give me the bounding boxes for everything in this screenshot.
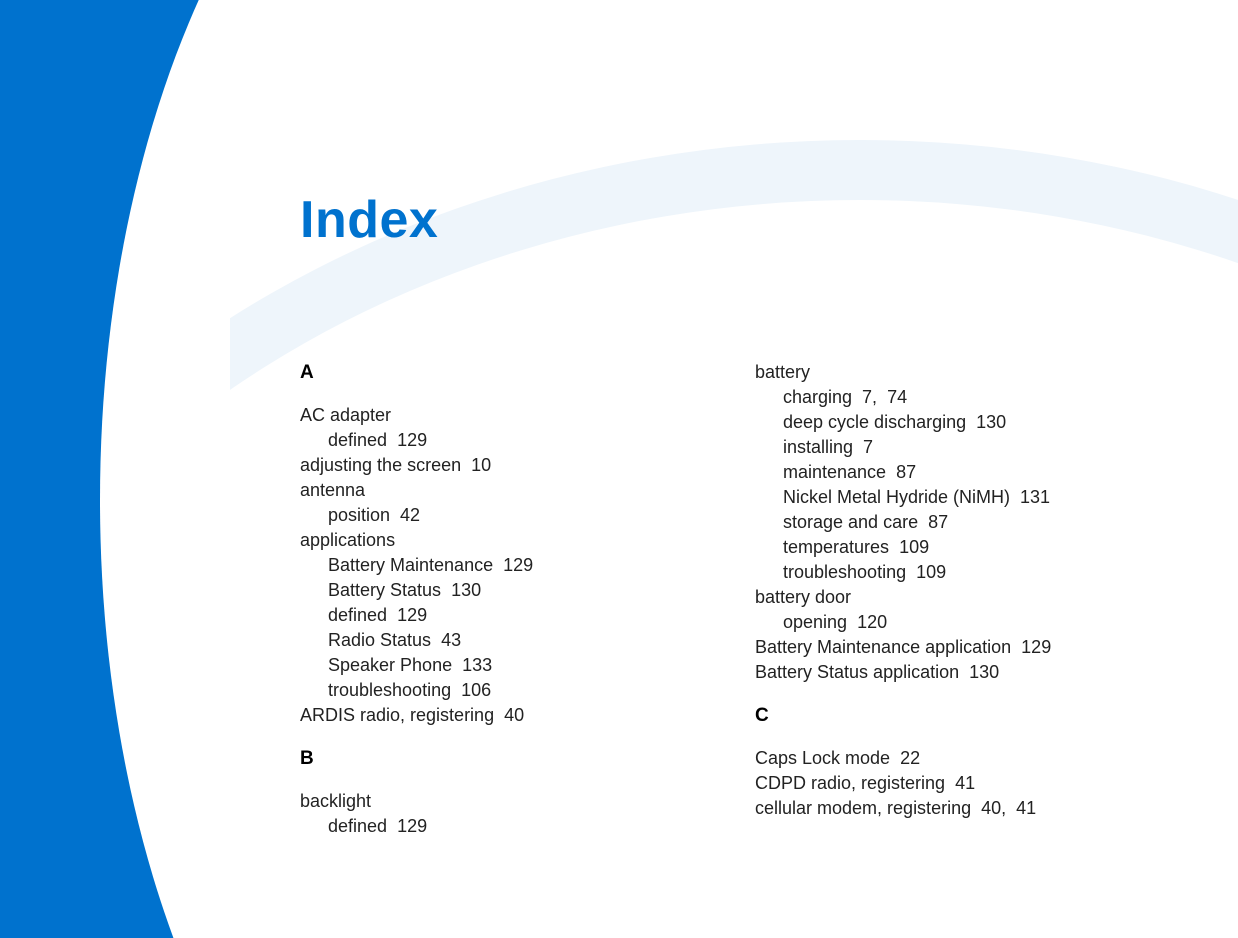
- index-subentry: installing 7: [755, 435, 1150, 460]
- blue-band-curve: [100, 0, 230, 938]
- index-column-right: batterycharging 7, 74deep cycle discharg…: [755, 360, 1150, 839]
- entry-pages: 131: [1010, 487, 1050, 507]
- entry-label: AC adapter: [300, 405, 391, 425]
- index-subentry: opening 120: [755, 610, 1150, 635]
- index-entry: adjusting the screen 10: [300, 453, 695, 478]
- index-subentry: position 42: [300, 503, 695, 528]
- entry-label: applications: [300, 530, 395, 550]
- entry-pages: 7, 74: [852, 387, 907, 407]
- entry-pages: 40, 41: [971, 798, 1036, 818]
- index-entry: applications: [300, 528, 695, 553]
- index-subentry: defined 129: [300, 603, 695, 628]
- left-blue-band: [0, 0, 230, 938]
- entry-label: opening: [783, 612, 847, 632]
- index-entry: Caps Lock mode 22: [755, 746, 1150, 771]
- index-entry: Battery Maintenance application 129: [755, 635, 1150, 660]
- index-letter-heading: A: [300, 360, 695, 385]
- entry-label: battery: [755, 362, 810, 382]
- index-entry: CDPD radio, registering 41: [755, 771, 1150, 796]
- entry-pages: 7: [853, 437, 873, 457]
- entry-pages: 22: [890, 748, 920, 768]
- index-subentry: charging 7, 74: [755, 385, 1150, 410]
- entry-label: adjusting the screen: [300, 455, 461, 475]
- entry-pages: 106: [451, 680, 491, 700]
- index-subentry: defined 129: [300, 428, 695, 453]
- entry-label: temperatures: [783, 537, 889, 557]
- entry-label: troubleshooting: [328, 680, 451, 700]
- index-entry: backlight: [300, 789, 695, 814]
- index-subentry: Battery Maintenance 129: [300, 553, 695, 578]
- entry-label: Battery Status: [328, 580, 441, 600]
- index-subentry: Speaker Phone 133: [300, 653, 695, 678]
- index-entry: ARDIS radio, registering 40: [300, 703, 695, 728]
- index-subentry: maintenance 87: [755, 460, 1150, 485]
- index-entry: Battery Status application 130: [755, 660, 1150, 685]
- entry-label: battery door: [755, 587, 851, 607]
- entry-pages: 129: [387, 816, 427, 836]
- index-subentry: Battery Status 130: [300, 578, 695, 603]
- entry-pages: 42: [390, 505, 420, 525]
- entry-label: CDPD radio, registering: [755, 773, 945, 793]
- entry-label: Nickel Metal Hydride (NiMH): [783, 487, 1010, 507]
- entry-label: charging: [783, 387, 852, 407]
- entry-label: backlight: [300, 791, 371, 811]
- entry-label: Battery Maintenance application: [755, 637, 1011, 657]
- entry-pages: 130: [959, 662, 999, 682]
- index-entry: battery: [755, 360, 1150, 385]
- entry-label: troubleshooting: [783, 562, 906, 582]
- entry-label: cellular modem, registering: [755, 798, 971, 818]
- entry-pages: 87: [886, 462, 916, 482]
- index-subentry: Radio Status 43: [300, 628, 695, 653]
- entry-pages: 129: [1011, 637, 1051, 657]
- index-entry: cellular modem, registering 40, 41: [755, 796, 1150, 821]
- entry-pages: 41: [945, 773, 975, 793]
- entry-label: installing: [783, 437, 853, 457]
- entry-label: storage and care: [783, 512, 918, 532]
- index-subentry: deep cycle discharging 130: [755, 410, 1150, 435]
- index-subentry: temperatures 109: [755, 535, 1150, 560]
- entry-pages: 129: [387, 430, 427, 450]
- index-entry: AC adapter: [300, 403, 695, 428]
- index-subentry: Nickel Metal Hydride (NiMH) 131: [755, 485, 1150, 510]
- entry-label: defined: [328, 605, 387, 625]
- entry-label: maintenance: [783, 462, 886, 482]
- entry-pages: 130: [966, 412, 1006, 432]
- entry-label: position: [328, 505, 390, 525]
- entry-pages: 129: [493, 555, 533, 575]
- entry-pages: 40: [494, 705, 524, 725]
- entry-pages: 87: [918, 512, 948, 532]
- index-columns: AAC adapterdefined 129adjusting the scre…: [300, 360, 1150, 839]
- entry-label: Radio Status: [328, 630, 431, 650]
- index-entry: antenna: [300, 478, 695, 503]
- entry-label: defined: [328, 816, 387, 836]
- entry-pages: 43: [431, 630, 461, 650]
- entry-label: Speaker Phone: [328, 655, 452, 675]
- index-subentry: troubleshooting 106: [300, 678, 695, 703]
- index-entry: battery door: [755, 585, 1150, 610]
- entry-label: Battery Status application: [755, 662, 959, 682]
- entry-label: ARDIS radio, registering: [300, 705, 494, 725]
- entry-pages: 129: [387, 605, 427, 625]
- index-letter-heading: C: [755, 703, 1150, 728]
- index-letter-heading: B: [300, 746, 695, 771]
- entry-pages: 133: [452, 655, 492, 675]
- entry-label: Caps Lock mode: [755, 748, 890, 768]
- index-column-left: AAC adapterdefined 129adjusting the scre…: [300, 360, 695, 839]
- entry-pages: 109: [889, 537, 929, 557]
- page-title: Index: [300, 190, 438, 250]
- entry-label: defined: [328, 430, 387, 450]
- entry-label: Battery Maintenance: [328, 555, 493, 575]
- index-subentry: storage and care 87: [755, 510, 1150, 535]
- entry-label: deep cycle discharging: [783, 412, 966, 432]
- entry-pages: 10: [461, 455, 491, 475]
- entry-pages: 130: [441, 580, 481, 600]
- entry-pages: 120: [847, 612, 887, 632]
- index-subentry: defined 129: [300, 814, 695, 839]
- index-subentry: troubleshooting 109: [755, 560, 1150, 585]
- entry-label: antenna: [300, 480, 365, 500]
- entry-pages: 109: [906, 562, 946, 582]
